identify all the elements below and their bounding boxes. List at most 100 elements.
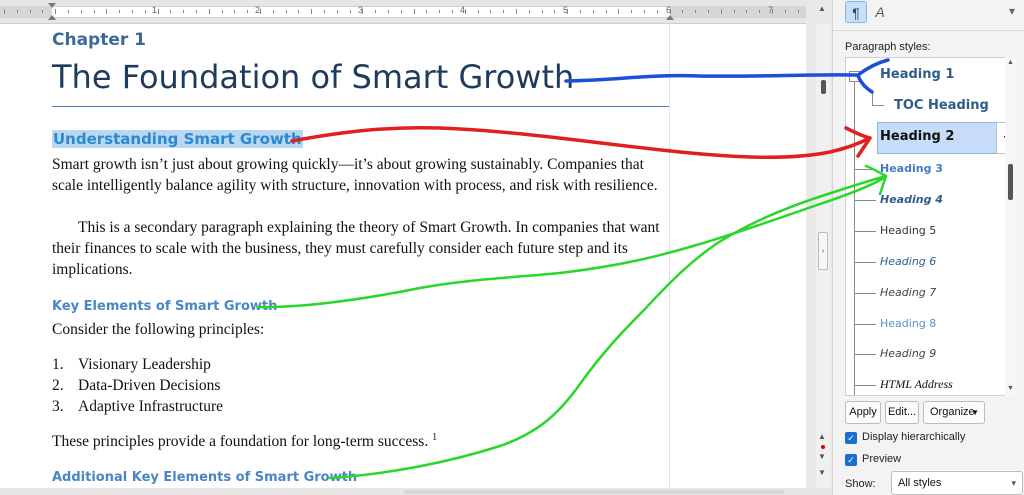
list-text: Data-Driven Decisions — [78, 377, 221, 394]
ruler-tick — [516, 9, 517, 14]
show-styles-value: All styles — [898, 477, 942, 489]
style-item-heading-5[interactable]: Heading 5 — [880, 224, 937, 237]
paragraph-style-list[interactable]: ▼ Heading 1 TOC Heading Heading 2 Headin… — [845, 57, 1017, 396]
paragraph-styles-label: Paragraph styles: — [845, 41, 931, 53]
scroll-down-icon[interactable]: ▼ — [818, 468, 826, 477]
ruler-tick — [644, 10, 645, 13]
style-item-heading-2[interactable]: Heading 2 — [880, 129, 955, 144]
ruler-tick — [733, 10, 735, 13]
hanging-indent-marker[interactable] — [48, 15, 56, 20]
ruler-tick — [784, 10, 786, 13]
horizontal-scrollbar[interactable] — [0, 488, 832, 495]
ruler-tick — [298, 10, 300, 13]
ruler-mark: 1 — [152, 5, 158, 15]
tree-branch — [872, 91, 962, 119]
ruler-tick — [42, 10, 44, 13]
ruler-tick — [720, 9, 722, 14]
chapter-heading[interactable]: Chapter 1 — [52, 30, 147, 50]
style-item-heading-8[interactable]: Heading 8 — [880, 317, 937, 330]
ruler-tick — [554, 10, 556, 13]
ruler-tick — [362, 9, 364, 14]
style-item-html-address[interactable]: HTML Address — [880, 377, 953, 391]
pilcrow-icon[interactable]: ¶ — [845, 1, 867, 23]
paragraph-conclusion-text: These principles provide a foundation fo… — [52, 433, 429, 450]
paragraph-intro[interactable]: Smart growth isn’t just about growing qu… — [52, 156, 658, 194]
ruler-tick — [682, 10, 684, 13]
organize-button[interactable]: Organize ▼ — [923, 401, 985, 424]
style-list-scrollbar[interactable]: ▲ ▼ — [1005, 57, 1017, 396]
ruler-tick — [349, 10, 351, 13]
scroll-down-icon[interactable]: ▼ — [1007, 385, 1014, 392]
display-hierarchically-checkbox[interactable]: ✓ — [845, 432, 857, 444]
ruler-tick — [285, 10, 287, 13]
horizontal-scroll-thumb[interactable] — [404, 490, 784, 494]
tree-branch — [854, 169, 876, 170]
display-hierarchically-label: Display hierarchically — [862, 431, 966, 443]
show-label: Show: — [845, 478, 876, 490]
ruler-tick — [311, 9, 313, 14]
chevron-down-icon: ▼ — [971, 408, 979, 417]
panel-resize-handle[interactable]: › — [818, 232, 828, 270]
ruler-tick — [797, 10, 799, 13]
style-list-scroll-thumb[interactable] — [1008, 164, 1013, 200]
ruler-tick — [80, 10, 82, 13]
scroll-up-icon[interactable]: ▲ — [1007, 59, 1014, 66]
horizontal-ruler[interactable]: 1 2 3 4 5 6 7 — [0, 0, 806, 24]
scroll-up-icon[interactable]: ▲ — [818, 4, 826, 13]
panel-divider — [833, 30, 1024, 31]
title-underline — [52, 106, 669, 107]
paragraph-conclusion[interactable]: These principles provide a foundation fo… — [52, 431, 670, 452]
character-style-icon[interactable]: A — [875, 4, 885, 20]
list-item[interactable]: 1. Visionary Leadership — [52, 354, 223, 375]
ruler-tick — [144, 10, 146, 13]
tree-branch — [854, 354, 876, 355]
chevron-down-icon[interactable]: ▾ — [1009, 4, 1016, 18]
ruler-tick — [541, 10, 543, 13]
style-item-heading-4[interactable]: Heading 4 — [880, 193, 943, 206]
tree-branch — [854, 262, 876, 263]
style-item-heading-3[interactable]: Heading 3 — [880, 162, 943, 175]
footnote-reference[interactable]: 1 — [432, 431, 438, 443]
scroll-up-icon[interactable]: ▲ — [818, 432, 826, 441]
paragraph-principles-intro[interactable]: Consider the following principles: — [52, 321, 265, 338]
ruler-tick — [567, 9, 569, 14]
ruler-tick — [29, 10, 31, 13]
ruler-tick — [157, 9, 159, 14]
ruler-tick — [260, 9, 261, 14]
list-text: Visionary Leadership — [78, 356, 211, 373]
list-item[interactable]: 2. Data-Driven Decisions — [52, 375, 223, 396]
ruler-tick — [55, 9, 57, 14]
style-item-heading-1[interactable]: Heading 1 — [880, 67, 955, 82]
right-indent-marker[interactable] — [666, 15, 674, 20]
style-item-heading-6[interactable]: Heading 6 — [880, 255, 937, 268]
style-item-heading-9[interactable]: Heading 9 — [880, 347, 937, 360]
first-line-indent-marker[interactable] — [48, 3, 56, 8]
heading-additional-key-elements[interactable]: Additional Key Elements of Smart Growth — [52, 470, 358, 485]
style-item-heading-7[interactable]: Heading 7 — [880, 286, 937, 299]
heading-key-elements[interactable]: Key Elements of Smart Growth — [52, 299, 278, 314]
tree-branch — [854, 385, 876, 386]
edit-button[interactable]: Edit... — [885, 401, 919, 424]
document-scrollbar[interactable]: ▲ › ▲ ▼ ▼ — [816, 4, 830, 488]
browse-object-icon[interactable] — [821, 445, 825, 449]
ruler-tick — [426, 10, 428, 13]
paragraph-secondary[interactable]: This is a secondary paragraph explaining… — [52, 219, 660, 278]
ruler-tick — [452, 10, 453, 13]
ruler-tick — [68, 10, 69, 13]
show-styles-select[interactable]: All styles ▾ — [891, 471, 1023, 495]
ruler-tick — [618, 9, 620, 14]
preview-checkbox[interactable]: ✓ — [845, 454, 857, 466]
list-item[interactable]: 3. Adaptive Infrastructure — [52, 396, 223, 417]
heading-understanding-smart-growth[interactable]: Understanding Smart Growth — [52, 130, 303, 148]
scroll-thumb[interactable] — [821, 80, 826, 94]
apply-button[interactable]: Apply — [845, 401, 881, 424]
ruler-tick — [375, 10, 377, 13]
ruler-tick — [272, 10, 274, 13]
style-item-toc-heading[interactable]: TOC Heading — [894, 98, 989, 113]
scroll-down-icon[interactable]: ▼ — [818, 452, 826, 461]
ruler-tick — [170, 10, 172, 13]
collapse-toggle-icon[interactable] — [849, 71, 860, 82]
document-page[interactable]: Chapter 1 The Foundation of Smart Growth… — [0, 24, 806, 488]
document-title[interactable]: The Foundation of Smart Growth — [52, 58, 575, 96]
ruler-tick — [528, 10, 530, 13]
